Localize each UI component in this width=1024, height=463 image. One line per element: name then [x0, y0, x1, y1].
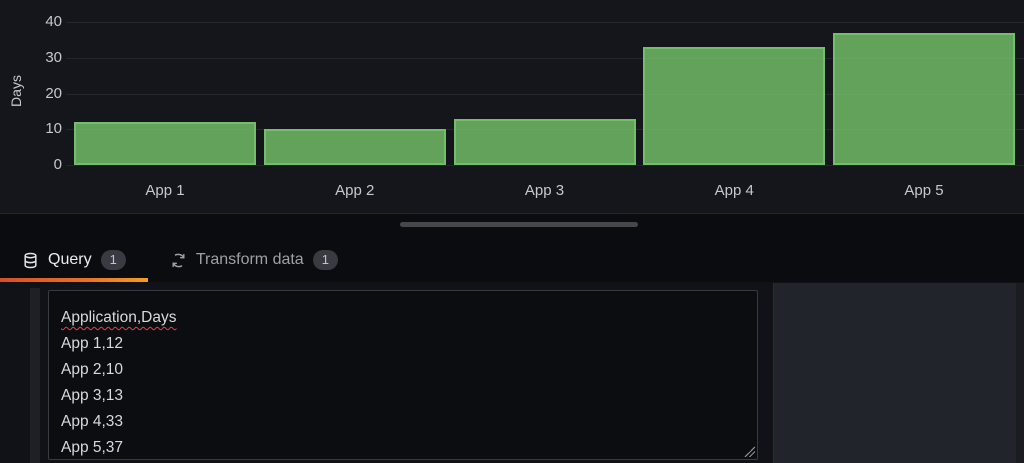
y-axis-tick-label: 30 [45, 48, 62, 66]
y-gridline [66, 93, 1024, 95]
csv-line: Application,Days [61, 309, 177, 326]
csv-line: App 1,12 [61, 335, 124, 352]
tab-transform-count-badge: 1 [312, 250, 338, 270]
query-row-left-strip [30, 288, 40, 463]
editor-tab-bar: Query 1 Transform data 1 [0, 242, 1024, 282]
x-axis-category-label: App 5 [904, 182, 944, 199]
tab-transform-label: Transform data [195, 251, 304, 268]
x-axis-category-label: App 3 [524, 182, 565, 199]
database-icon [22, 252, 39, 269]
query-editor-area: Application,Days App 1,12 App 2,10 App 3,13… [0, 282, 1024, 463]
y-axis-tick-label: 0 [53, 156, 62, 173]
query-options-panel [773, 283, 1024, 463]
x-axis-category-label: App 1 [145, 182, 185, 199]
csv-line: App 5,37 [61, 439, 124, 456]
tab-query-count-badge: 1 [100, 250, 126, 270]
bar-chart-panel: Days 0 10 20 30 40 App 1 App 2 App 3 App 4 App 5 [0, 0, 1024, 214]
csv-line: App 3,13 [61, 387, 124, 404]
y-gridline [66, 22, 1024, 23]
splitter-drag-handle[interactable] [400, 222, 638, 227]
bar-app-4 [643, 47, 826, 165]
y-gridline [66, 165, 1024, 166]
bar-app-1 [74, 122, 256, 165]
bar-app-2 [263, 129, 446, 165]
bar-app-5 [833, 32, 1015, 165]
y-axis-tick-label: 20 [45, 84, 62, 102]
pane-splitter [0, 215, 1024, 242]
csv-content-textarea[interactable]: Application,Days App 1,12 App 2,10 App 3,13… [48, 290, 758, 460]
process-arrows-icon [170, 252, 187, 269]
tab-query[interactable]: Query 1 [0, 242, 148, 282]
y-gridline [66, 57, 1024, 59]
x-axis-category-label: App 4 [714, 182, 754, 199]
x-axis-category-label: App 2 [335, 182, 375, 199]
bar-app-3 [453, 118, 636, 165]
y-axis-tick-label: 40 [45, 13, 62, 30]
tab-transform-data[interactable]: Transform data 1 [148, 242, 360, 278]
tab-query-label: Query [48, 251, 92, 268]
options-scrollbar[interactable] [1016, 283, 1024, 463]
textarea-resize-handle[interactable] [744, 446, 755, 457]
csv-line: App 2,10 [61, 361, 124, 378]
csv-line: App 4,33 [61, 413, 124, 430]
y-axis-tick-label: 10 [45, 120, 62, 138]
